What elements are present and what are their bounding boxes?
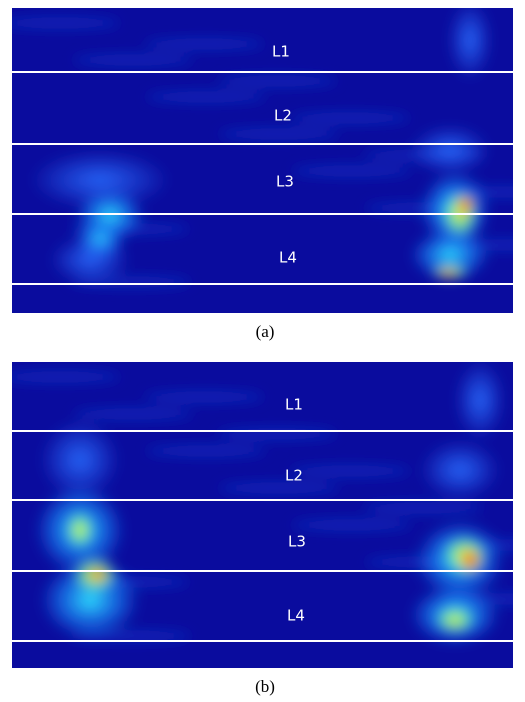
heatmap-streak	[290, 112, 410, 124]
layer-label: L1	[285, 396, 303, 414]
heatmap-streak	[12, 17, 120, 29]
heatmap-blob	[50, 235, 130, 285]
layer-label: L2	[285, 467, 303, 485]
heatmap-blob	[438, 269, 458, 277]
panel-caption: (a)	[256, 322, 275, 341]
layer-label: L3	[288, 533, 306, 551]
heatmap-streak	[219, 128, 339, 140]
heatmap-streak	[292, 165, 412, 177]
heatmap-streak	[146, 445, 266, 457]
layer-label: L1	[272, 43, 290, 61]
heatmap-blob	[455, 362, 505, 440]
heatmap-streak	[363, 502, 483, 514]
layer-label: L2	[274, 107, 292, 125]
heatmap-blob	[410, 125, 490, 175]
heatmap-streak	[219, 482, 339, 494]
heatmap-blob	[455, 195, 475, 215]
heatmap-texture	[12, 362, 513, 645]
heatmap-streak	[290, 465, 410, 477]
heatmap-streak	[144, 391, 264, 403]
heatmap-streak	[73, 54, 193, 66]
heatmap-texture	[12, 8, 513, 288]
heatmap-streak	[12, 371, 120, 383]
heatmap-streak	[73, 408, 193, 420]
heatmap-streak	[146, 91, 266, 103]
heatmap-blob	[410, 230, 490, 280]
heatmap-streak	[217, 428, 337, 440]
heatmap-blob	[433, 605, 477, 635]
heatmap-blob	[448, 8, 492, 80]
heatmap-blob	[420, 440, 500, 500]
heatmap-streak	[217, 75, 337, 87]
panel-caption: (b)	[255, 677, 275, 696]
heatmap-blob	[458, 548, 482, 572]
heatmap-blob	[40, 420, 120, 500]
heatmap-blob	[30, 150, 170, 210]
layer-label: L4	[287, 607, 305, 625]
layer-label: L3	[276, 173, 294, 191]
heatmap-streak	[144, 38, 264, 50]
heatmap-panel	[12, 362, 513, 668]
layer-label: L4	[279, 249, 297, 267]
heatmap-streak	[292, 519, 412, 531]
heatmap-blob	[65, 510, 95, 550]
heatmap-panel	[12, 8, 513, 313]
